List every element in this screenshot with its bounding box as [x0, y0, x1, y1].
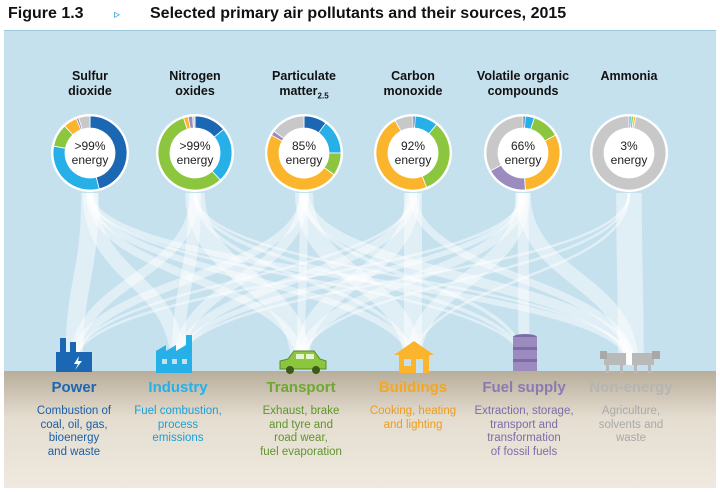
flow-fuel-supply-to-pollutant-0 [88, 192, 526, 366]
flow-industry-to-pollutant-0 [82, 192, 186, 366]
pollutant-label-carbon-monoxide: Carbon monoxide [383, 69, 443, 98]
ground-band [4, 371, 716, 488]
flow-non-energy-to-pollutant-0 [87, 192, 634, 366]
flow-transport-to-pollutant-5 [299, 192, 631, 366]
house-icon [394, 341, 434, 373]
pollutant-label-nitrogen-oxides: Nitrogen oxides [169, 69, 221, 98]
flow-non-energy-to-pollutant-3 [409, 192, 635, 366]
donut-text-sulfur-dioxide: >99% energy [71, 139, 109, 167]
donut-segment-non-energy [485, 115, 524, 172]
source-desc-buildings: Cooking, heating and lighting [369, 405, 457, 431]
donut-hole [389, 129, 437, 177]
source-title-non-energy: Non-energy [589, 379, 673, 396]
donut-chart-0 [51, 114, 129, 192]
diagram-panel: Sulfur dioxide Nitrogen oxides Particulate… [4, 30, 716, 488]
flow-ribbons [65, 192, 644, 366]
donut-hole [66, 129, 114, 177]
flow-power-to-pollutant-0 [65, 192, 99, 366]
donut-hole [171, 129, 219, 177]
donut-hole [605, 129, 653, 177]
donut-chart-2 [265, 114, 343, 192]
flow-transport-to-pollutant-2 [296, 192, 309, 366]
flow-industry-to-pollutant-1 [171, 192, 202, 366]
donut-text-nitrogen-oxides: >99% energy [176, 139, 214, 167]
car-icon [279, 350, 327, 374]
pollutant-label-ammonia: Ammonia [600, 69, 658, 83]
flow-transport-to-pollutant-4 [296, 192, 528, 366]
flow-non-energy-to-pollutant-1 [193, 192, 633, 366]
flow-buildings-to-pollutant-1 [193, 192, 415, 366]
power-plant-icon [56, 338, 92, 372]
flow-fuel-supply-to-pollutant-1 [193, 192, 526, 366]
flow-non-energy-to-pollutant-4 [515, 192, 639, 366]
livestock-icon [600, 351, 660, 373]
source-title-buildings: Buildings [378, 379, 448, 396]
pollutant-label-particulate-matter: Particulate matter2.5 [272, 69, 336, 101]
flow-fuel-supply-to-pollutant-2 [302, 192, 526, 366]
source-desc-power: Combustion of coal, oil, gas, bioenergy and… [36, 405, 112, 458]
pollutant-label-sulfur-dioxide: Sulfur dioxide [68, 69, 112, 98]
flow-power-to-pollutant-2 [69, 192, 309, 366]
pollutant-label-voc: Volatile organic compounds [476, 69, 570, 98]
flow-transport-to-pollutant-3 [293, 192, 421, 366]
donut-text-particulate-matter: 85% energy [285, 139, 323, 167]
source-desc-transport: Exhaust, brake and tyre and road wear, fuel… [260, 405, 342, 458]
source-desc-non-energy: Agriculture, solvents and waste [598, 405, 664, 444]
donut-hole [280, 129, 328, 177]
donut-text-voc: 66% energy [504, 139, 542, 167]
flow-non-energy-to-pollutant-2 [298, 192, 637, 366]
flow-power-to-pollutant-4 [72, 192, 525, 366]
flow-transport-to-pollutant-1 [185, 192, 311, 366]
source-desc-industry: Fuel combustion, process emissions [134, 405, 222, 444]
flow-buildings-to-pollutant-5 [411, 192, 631, 366]
flow-power-to-pollutant-3 [72, 192, 415, 366]
donut-segment-non-energy [394, 115, 414, 132]
donut-segment-transport [157, 117, 221, 191]
donut-segment-non-energy [591, 115, 667, 191]
flow-industry-to-pollutant-5 [176, 192, 631, 366]
donut-segment-non-energy [78, 115, 91, 130]
oil-barrel-icon [513, 334, 537, 371]
flow-industry-to-pollutant-4 [175, 192, 526, 366]
donut-hole [499, 129, 547, 177]
flow-buildings-to-pollutant-0 [86, 192, 417, 366]
flow-buildings-to-pollutant-4 [405, 192, 531, 366]
flow-transport-to-pollutant-0 [85, 192, 306, 366]
flow-non-energy-to-pollutant-5 [616, 192, 644, 366]
factory-icon [156, 335, 192, 373]
figure-title: Selected primary air pollutants and thei… [150, 5, 567, 22]
donut-text-ammonia: 3% energy [610, 139, 648, 167]
donut-chart-4 [484, 114, 562, 192]
donut-chart-3 [374, 114, 452, 192]
donut-segment-non-energy [192, 115, 196, 129]
flow-industry-to-pollutant-2 [172, 192, 310, 366]
figure-link-arrow-icon[interactable]: ▹ [114, 7, 121, 21]
donut-text-carbon-monoxide: 92% energy [394, 139, 432, 167]
source-title-industry: Industry [148, 379, 208, 396]
flow-power-to-pollutant-1 [69, 192, 200, 366]
flow-buildings-to-pollutant-2 [295, 192, 422, 366]
source-title-fuel-supply: Fuel supply [482, 379, 566, 396]
source-desc-fuel-supply: Extraction, storage, transport and transfo… [474, 405, 574, 458]
figure-label: Figure 1.3 [8, 5, 84, 22]
source-title-transport: Transport [266, 379, 336, 396]
donut-segment-non-energy [273, 115, 305, 139]
source-title-power: Power [51, 379, 97, 396]
donut-chart-5 [590, 114, 668, 192]
flow-industry-to-pollutant-3 [173, 192, 418, 366]
figure-header: Figure 1.3 ▹ Selected primary air pollut… [0, 0, 720, 30]
flow-diagram [51, 114, 668, 366]
donut-chart-1 [156, 114, 234, 192]
